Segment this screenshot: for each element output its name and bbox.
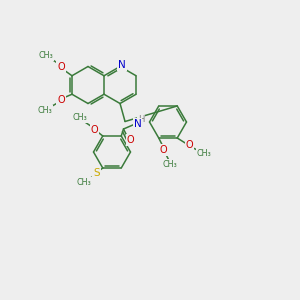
Text: N: N [134, 119, 142, 129]
Text: CH₃: CH₃ [76, 178, 91, 187]
Text: O: O [91, 125, 99, 135]
Text: O: O [57, 62, 65, 72]
Text: CH₃: CH₃ [197, 148, 212, 158]
Text: CH₃: CH₃ [162, 160, 177, 169]
Text: H: H [138, 116, 145, 124]
Text: CH₃: CH₃ [39, 51, 53, 60]
Text: CH₃: CH₃ [38, 106, 52, 115]
Text: N: N [118, 60, 126, 70]
Text: CH₃: CH₃ [72, 113, 87, 122]
Text: O: O [127, 135, 134, 145]
Text: S: S [93, 168, 100, 178]
Text: O: O [185, 140, 193, 150]
Text: O: O [57, 95, 65, 105]
Text: O: O [160, 145, 168, 155]
